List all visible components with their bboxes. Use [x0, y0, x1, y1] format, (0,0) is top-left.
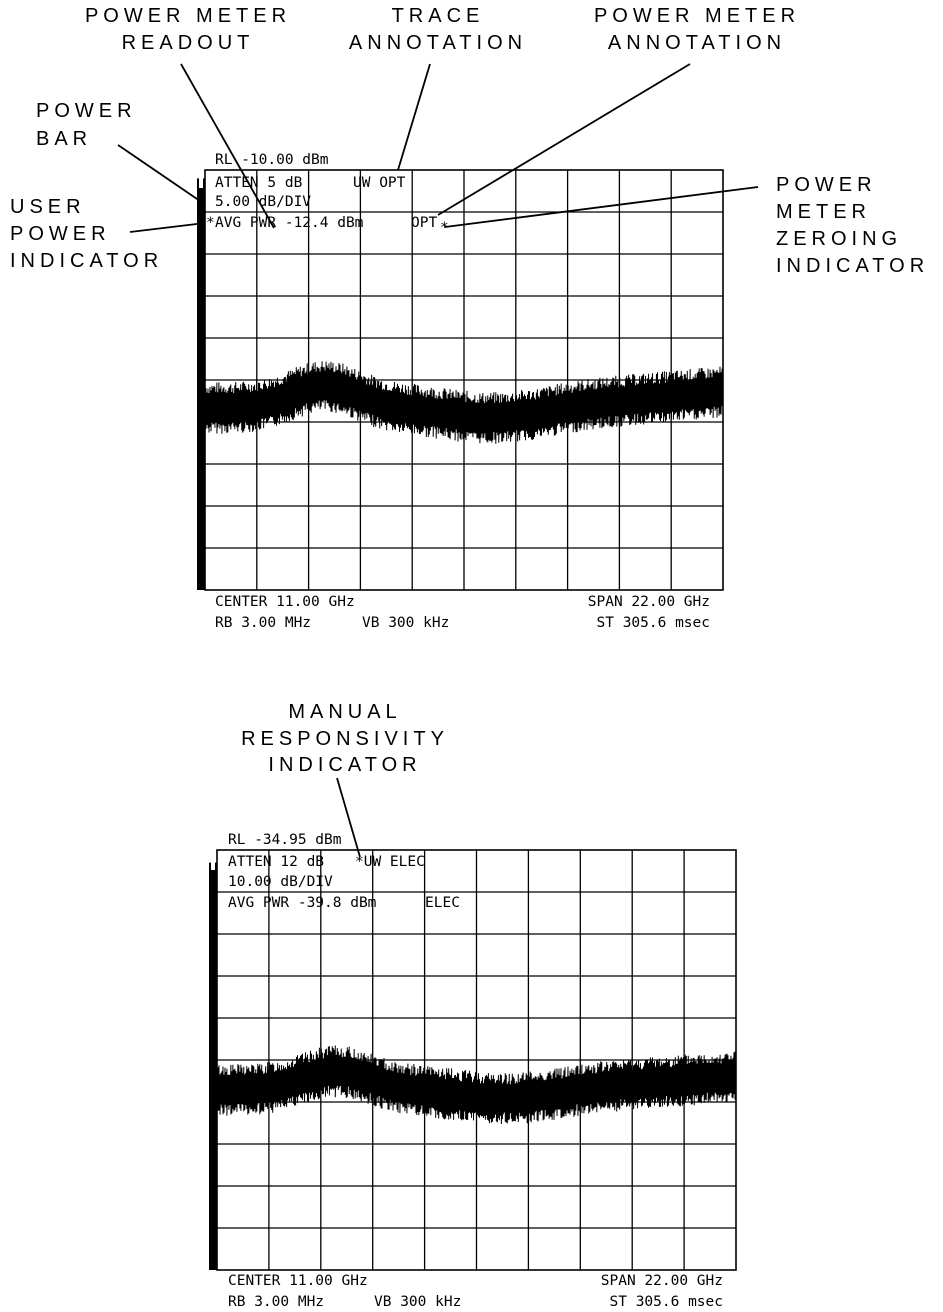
- ref-level-readout: RL -34.95 dBm: [228, 832, 342, 848]
- span-readout: SPAN 22.00 GHz: [601, 1273, 723, 1289]
- callout-user-power-indicator: USER POWER INDICATOR: [10, 196, 163, 272]
- callout-power-bar-line-1: POWER: [36, 100, 137, 122]
- callout-manual-responsivity-line-3: INDICATOR: [268, 754, 421, 776]
- power-meter-annotation: ELEC: [425, 895, 460, 911]
- sweep-time: ST 305.6 msec: [610, 1294, 724, 1310]
- power-meter-readout: AVG PWR -12.4 dBm: [215, 215, 364, 231]
- power-bar-top-gap: [199, 172, 203, 188]
- callout-zeroing-line-2: METER: [776, 201, 871, 223]
- callout-trace-annotation-line-2: ANNOTATION: [349, 32, 527, 54]
- power-meter-zeroing-indicator: *: [440, 220, 449, 236]
- leader-user-power-indicator: [129, 222, 206, 233]
- callout-power-meter-annotation-line-2: ANNOTATION: [608, 32, 786, 54]
- callout-manual-responsivity-indicator: MANUAL RESPONSIVITY INDICATOR: [241, 701, 449, 858]
- callout-power-bar-line-2: BAR: [36, 128, 92, 150]
- callout-power-meter-annotation: POWER METER ANNOTATION: [594, 5, 800, 54]
- span-readout: SPAN 22.00 GHz: [588, 594, 710, 610]
- leader-power-meter-annotation: [437, 63, 691, 216]
- callout-power-meter-annotation-line-1: POWER METER: [594, 5, 800, 27]
- callout-power-meter-readout-line-2: READOUT: [122, 32, 255, 54]
- power-bar: [209, 862, 217, 1270]
- callout-power-meter-readout: POWER METER READOUT: [85, 5, 291, 54]
- leader-power-meter-readout: [180, 63, 275, 229]
- scale-readout: 10.00 dB/DIV: [228, 874, 333, 890]
- spectrum-trace: [205, 361, 723, 444]
- sweep-time: ST 305.6 msec: [597, 615, 711, 631]
- ref-level-readout: RL -10.00 dBm: [215, 152, 329, 168]
- center-frequency: CENTER 11.00 GHz: [228, 1273, 368, 1289]
- trace-annotation: *UW ELEC: [355, 854, 425, 870]
- leader-trace-annotation: [397, 63, 431, 171]
- scale-readout: 5.00 dB/DIV: [215, 194, 311, 210]
- video-bandwidth: VB 300 kHz: [362, 615, 449, 631]
- callout-zeroing-line-3: ZEROING: [776, 228, 902, 250]
- callout-trace-annotation: TRACE ANNOTATION: [349, 5, 527, 54]
- resolution-bandwidth: RB 3.00 MHz: [215, 615, 311, 631]
- analyzer-screen-2: RL -34.95 dBm ATTEN 12 dB *UW ELEC 10.00…: [209, 832, 737, 1310]
- atten-readout: ATTEN 5 dB: [215, 175, 303, 191]
- center-frequency: CENTER 11.00 GHz: [215, 594, 355, 610]
- analyzer-screen-1: RL -10.00 dBm ATTEN 5 dB UW OPT 5.00 dB/…: [197, 152, 724, 631]
- callout-manual-responsivity-line-2: RESPONSIVITY: [241, 728, 449, 750]
- power-bar-top-gap: [211, 852, 215, 870]
- callout-power-meter-readout-line-1: POWER METER: [85, 5, 291, 27]
- atten-readout: ATTEN 12 dB: [228, 854, 324, 870]
- callout-power-bar: POWER BAR: [36, 100, 137, 150]
- resolution-bandwidth: RB 3.00 MHz: [228, 1294, 324, 1310]
- leader-power-bar: [117, 144, 201, 202]
- callout-user-power-indicator-line-2: POWER: [10, 223, 111, 245]
- callout-zeroing-line-4: INDICATOR: [776, 255, 929, 277]
- graticule: [217, 850, 736, 1270]
- callout-zeroing-line-1: POWER: [776, 174, 877, 196]
- leader-zeroing-indicator: [444, 186, 759, 228]
- leader-lines-top: [117, 63, 759, 233]
- power-meter-readout: AVG PWR -39.8 dBm: [228, 895, 377, 911]
- trace-annotation: UW OPT: [353, 175, 406, 191]
- leader-manual-responsivity: [336, 777, 361, 858]
- callout-manual-responsivity-line-1: MANUAL: [288, 701, 401, 723]
- callout-user-power-indicator-line-1: USER: [10, 196, 86, 218]
- callout-power-meter-zeroing-indicator: POWER METER ZEROING INDICATOR: [776, 174, 929, 277]
- power-bar: [197, 178, 205, 590]
- spectrum-trace: [217, 1045, 736, 1125]
- callout-user-power-indicator-line-3: INDICATOR: [10, 250, 163, 272]
- user-power-indicator: *: [206, 215, 215, 231]
- power-meter-annotation: OPT: [411, 215, 437, 231]
- video-bandwidth: VB 300 kHz: [374, 1294, 461, 1310]
- callout-trace-annotation-line-1: TRACE: [392, 5, 485, 27]
